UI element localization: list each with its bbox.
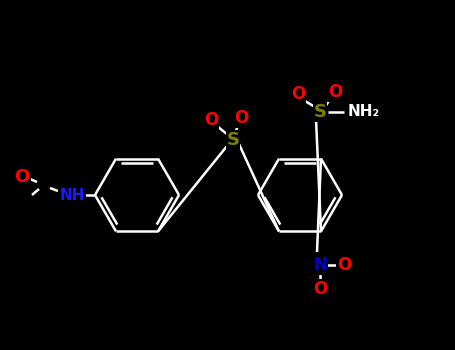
Text: O: O [291, 85, 305, 103]
Text: O: O [313, 280, 327, 298]
Text: O: O [337, 256, 351, 274]
Text: NH: NH [59, 188, 85, 203]
Text: S: S [313, 103, 327, 121]
Text: O: O [15, 168, 30, 186]
Text: O: O [234, 109, 248, 127]
Text: NH₂: NH₂ [348, 105, 380, 119]
Text: N: N [313, 256, 327, 274]
Text: O: O [328, 83, 342, 101]
Text: O: O [204, 111, 218, 129]
Text: S: S [227, 131, 239, 149]
